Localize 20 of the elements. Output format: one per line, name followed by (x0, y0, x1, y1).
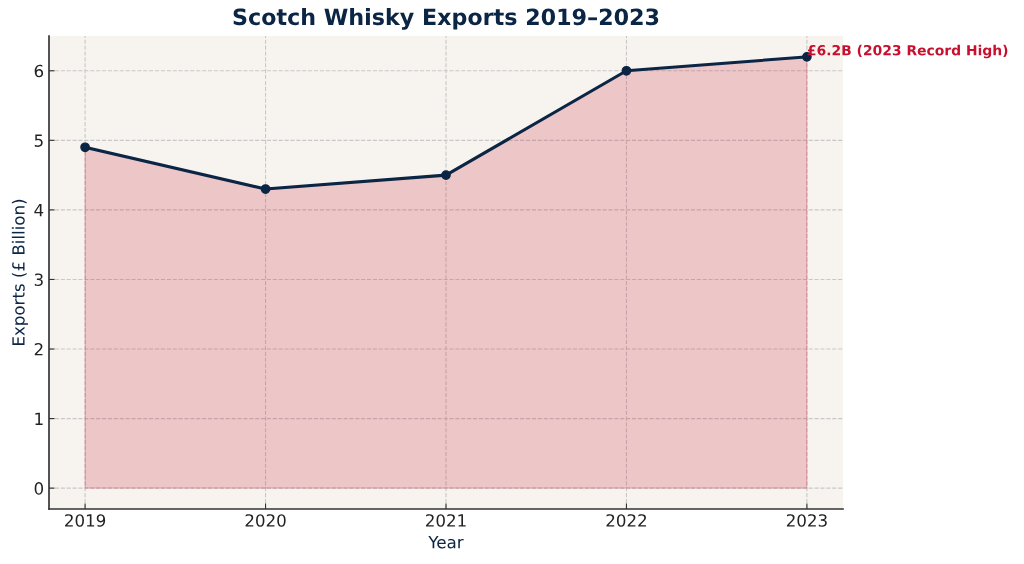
x-tick-label: 2021 (426, 514, 466, 527)
x-tick-label: 2019 (65, 514, 106, 527)
point (621, 65, 632, 76)
point (260, 184, 271, 194)
point (441, 170, 451, 180)
x-tick-label: 2023 (786, 514, 827, 527)
y-axis-title: Exports (£ Billion) (11, 199, 28, 345)
x-tick-label: 2020 (245, 514, 286, 527)
annotation: £6.2B (2023 Record High) (807, 44, 1008, 59)
y-tick-label: 2 (34, 342, 43, 356)
chart-title: Scotch Whisky Exports 2019–2023 (233, 8, 659, 30)
y-tick-label: 5 (34, 134, 43, 147)
point (80, 142, 90, 153)
y-tick-label: 1 (35, 412, 43, 425)
x-axis-title: Year (428, 536, 464, 549)
y-tick-label: 6 (34, 64, 44, 78)
y-tick-label: 4 (34, 204, 44, 217)
y-tick-label: 3 (34, 273, 43, 287)
x-tick-label: 2022 (606, 514, 646, 527)
y-tick-label: 0 (34, 482, 44, 495)
